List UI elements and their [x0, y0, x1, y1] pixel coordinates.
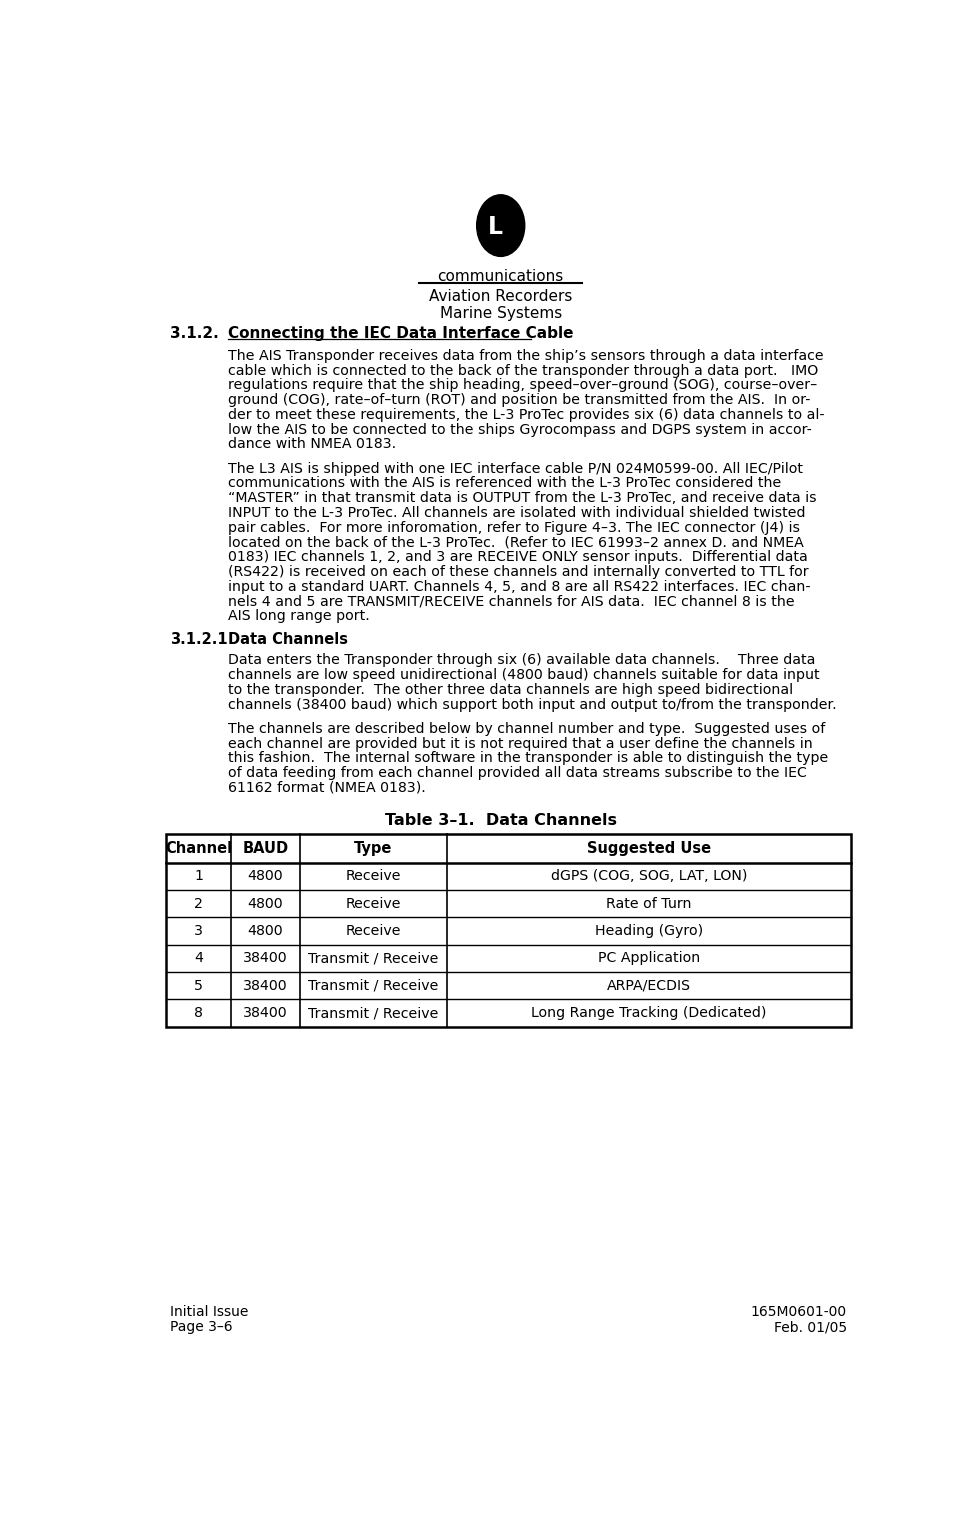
- Text: each channel are provided but it is not required that a user define the channels: each channel are provided but it is not …: [229, 736, 813, 751]
- Text: 38400: 38400: [243, 979, 288, 993]
- Text: 5: 5: [194, 979, 203, 993]
- Text: cable which is connected to the back of the transponder through a data port.   I: cable which is connected to the back of …: [229, 363, 819, 377]
- Text: Heading (Gyro): Heading (Gyro): [595, 924, 702, 938]
- Text: 1: 1: [194, 869, 203, 883]
- Text: The channels are described below by channel number and type.  Suggested uses of: The channels are described below by chan…: [229, 722, 826, 736]
- Text: Table 3–1.  Data Channels: Table 3–1. Data Channels: [385, 812, 616, 828]
- Text: Data Channels: Data Channels: [229, 632, 348, 647]
- Text: Page 3–6: Page 3–6: [170, 1321, 233, 1335]
- Text: L: L: [488, 215, 503, 240]
- Text: 3: 3: [505, 211, 515, 226]
- Text: 38400: 38400: [243, 951, 288, 965]
- Text: Type: Type: [354, 841, 393, 857]
- Text: channels are low speed unidirectional (4800 baud) channels suitable for data inp: channels are low speed unidirectional (4…: [229, 669, 820, 683]
- Text: Channel: Channel: [165, 841, 233, 857]
- Text: AIS long range port.: AIS long range port.: [229, 609, 370, 623]
- Text: 4: 4: [194, 951, 203, 965]
- Text: 0183) IEC channels 1, 2, and 3 are RECEIVE ONLY sensor inputs.  Differential dat: 0183) IEC channels 1, 2, and 3 are RECEI…: [229, 550, 808, 563]
- Text: 61162 format (NMEA 0183).: 61162 format (NMEA 0183).: [229, 780, 426, 796]
- Text: ground (COG), rate–of–turn (ROT) and position be transmitted from the AIS.  In o: ground (COG), rate–of–turn (ROT) and pos…: [229, 392, 811, 408]
- Text: Receive: Receive: [346, 924, 401, 938]
- Text: channels (38400 baud) which support both input and output to/from the transponde: channels (38400 baud) which support both…: [229, 698, 837, 712]
- Text: 4800: 4800: [248, 924, 283, 938]
- Text: of data feeding from each channel provided all data streams subscribe to the IEC: of data feeding from each channel provid…: [229, 767, 807, 780]
- Text: “MASTER” in that transmit data is OUTPUT from the L-3 ProTec, and receive data i: “MASTER” in that transmit data is OUTPUT…: [229, 492, 817, 505]
- Text: Transmit / Receive: Transmit / Receive: [308, 1006, 439, 1020]
- Text: Connecting the IEC Data Interface Cable: Connecting the IEC Data Interface Cable: [229, 325, 573, 341]
- Text: nels 4 and 5 are TRANSMIT/RECEIVE channels for AIS data.  IEC channel 8 is the: nels 4 and 5 are TRANSMIT/RECEIVE channe…: [229, 594, 795, 609]
- Text: Suggested Use: Suggested Use: [586, 841, 711, 857]
- Text: 3.1.2.1: 3.1.2.1: [170, 632, 228, 647]
- Text: located on the back of the L-3 ProTec.  (Refer to IEC 61993–2 annex D. and NMEA: located on the back of the L-3 ProTec. (…: [229, 536, 804, 550]
- Text: this fashion.  The internal software in the transponder is able to distinguish t: this fashion. The internal software in t…: [229, 751, 828, 765]
- Text: 165M0601-00: 165M0601-00: [750, 1306, 847, 1319]
- Text: Marine Systems: Marine Systems: [440, 307, 562, 322]
- Text: PC Application: PC Application: [598, 951, 700, 965]
- Text: low the AIS to be connected to the ships Gyrocompass and DGPS system in accor-: low the AIS to be connected to the ships…: [229, 423, 812, 437]
- Text: Rate of Turn: Rate of Turn: [606, 896, 692, 910]
- Text: 38400: 38400: [243, 1006, 288, 1020]
- Text: Receive: Receive: [346, 896, 401, 910]
- Text: regulations require that the ship heading, speed–over–ground (SOG), course–over–: regulations require that the ship headin…: [229, 379, 818, 392]
- Text: Receive: Receive: [346, 869, 401, 883]
- Text: Transmit / Receive: Transmit / Receive: [308, 951, 439, 965]
- Text: The L3 AIS is shipped with one IEC interface cable P/N 024M0599-00. All IEC/Pilo: The L3 AIS is shipped with one IEC inter…: [229, 461, 803, 475]
- Text: to the transponder.  The other three data channels are high speed bidirectional: to the transponder. The other three data…: [229, 683, 793, 696]
- Text: (RS422) is received on each of these channels and internally converted to TTL fo: (RS422) is received on each of these cha…: [229, 565, 809, 579]
- Text: 2: 2: [194, 896, 203, 910]
- Text: pair cables.  For more inforomation, refer to Figure 4–3. The IEC connector (J4): pair cables. For more inforomation, refe…: [229, 521, 800, 534]
- Text: Data enters the Transponder through six (6) available data channels.    Three da: Data enters the Transponder through six …: [229, 654, 816, 667]
- Text: 3: 3: [194, 924, 203, 938]
- Text: BAUD: BAUD: [242, 841, 288, 857]
- Text: dGPS (COG, SOG, LAT, LON): dGPS (COG, SOG, LAT, LON): [551, 869, 747, 883]
- Text: The AIS Transponder receives data from the ship’s sensors through a data interfa: The AIS Transponder receives data from t…: [229, 348, 824, 363]
- Text: Transmit / Receive: Transmit / Receive: [308, 979, 439, 993]
- Text: communications with the AIS is referenced with the L-3 ProTec considered the: communications with the AIS is reference…: [229, 476, 782, 490]
- Text: ARPA/ECDIS: ARPA/ECDIS: [607, 979, 691, 993]
- Bar: [166, 834, 851, 1026]
- Text: INPUT to the L-3 ProTec. All channels are isolated with individual shielded twis: INPUT to the L-3 ProTec. All channels ar…: [229, 505, 806, 519]
- Text: Aviation Recorders: Aviation Recorders: [429, 289, 573, 304]
- Text: dance with NMEA 0183.: dance with NMEA 0183.: [229, 438, 397, 452]
- Text: 4800: 4800: [248, 896, 283, 910]
- Ellipse shape: [477, 195, 525, 257]
- Text: Long Range Tracking (Dedicated): Long Range Tracking (Dedicated): [531, 1006, 766, 1020]
- Text: 4800: 4800: [248, 869, 283, 883]
- Text: communications: communications: [438, 269, 564, 284]
- Text: 8: 8: [194, 1006, 203, 1020]
- Text: input to a standard UART. Channels 4, 5, and 8 are all RS422 interfaces. IEC cha: input to a standard UART. Channels 4, 5,…: [229, 580, 811, 594]
- Text: 3.1.2.: 3.1.2.: [170, 325, 219, 341]
- Text: der to meet these requirements, the L-3 ProTec provides six (6) data channels to: der to meet these requirements, the L-3 …: [229, 408, 825, 421]
- Text: Initial Issue: Initial Issue: [170, 1306, 248, 1319]
- Text: Feb. 01/05: Feb. 01/05: [774, 1321, 847, 1335]
